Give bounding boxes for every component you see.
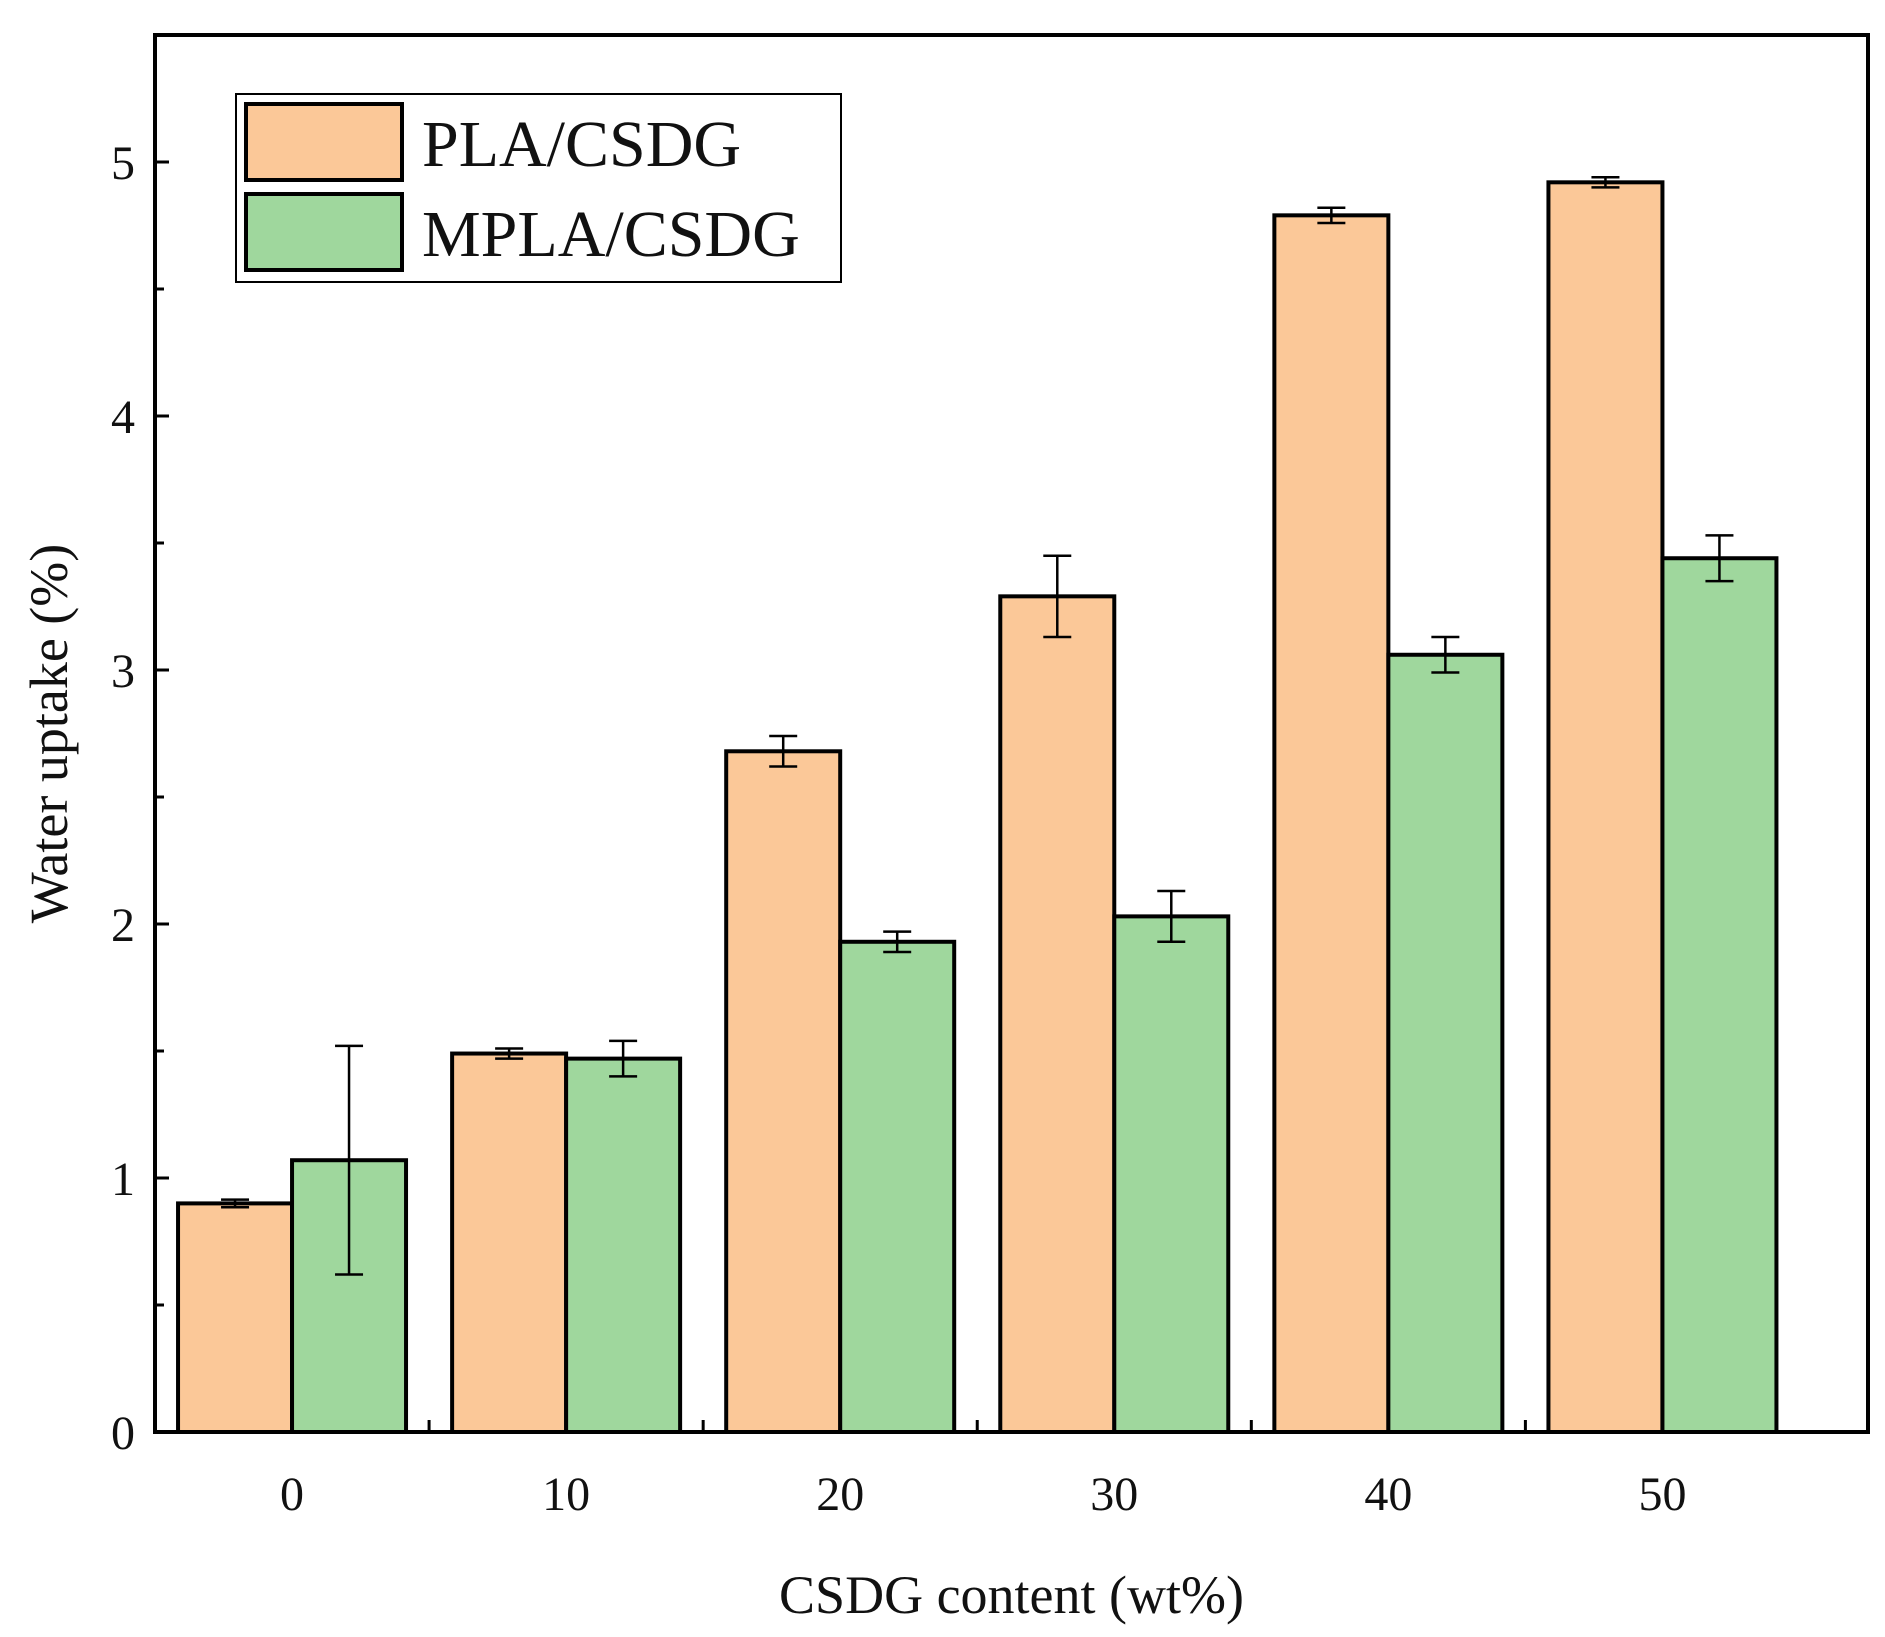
bar-pla-10 bbox=[450, 1051, 569, 1435]
y-tick-label: 4 bbox=[111, 391, 135, 444]
plot-frame bbox=[153, 33, 1870, 1434]
x-tick-label: 30 bbox=[1090, 1468, 1138, 1521]
bar-mpla-20 bbox=[838, 939, 957, 1435]
x-axis-title: CSDG content (wt%) bbox=[779, 1565, 1244, 1625]
legend-label-mpla: MPLA/CSDG bbox=[422, 198, 800, 271]
bar-pla-20 bbox=[724, 749, 843, 1434]
error-bar-pla-50 bbox=[1591, 175, 1620, 189]
x-tick-label: 0 bbox=[280, 1468, 304, 1521]
x-tick-label: 50 bbox=[1638, 1468, 1686, 1521]
error-bar-mpla-30 bbox=[1157, 889, 1186, 944]
y-tick-label: 3 bbox=[111, 645, 135, 698]
error-bar-mpla-40 bbox=[1431, 635, 1460, 674]
bar-pla-0 bbox=[176, 1201, 295, 1435]
bar-mpla-30 bbox=[1112, 914, 1231, 1434]
error-bar-pla-40 bbox=[1317, 206, 1346, 225]
error-bar-mpla-10 bbox=[609, 1039, 638, 1078]
bars-layer bbox=[176, 180, 1779, 1435]
error-bars-layer bbox=[221, 175, 1734, 1276]
legend-swatch-mpla bbox=[244, 192, 404, 272]
legend-label-pla: PLA/CSDG bbox=[422, 108, 741, 181]
bar-pla-40 bbox=[1272, 213, 1391, 1435]
y-axis-title: Water uptake (%) bbox=[19, 544, 79, 923]
y-tick-label: 1 bbox=[111, 1153, 135, 1206]
bar-pla-30 bbox=[998, 594, 1117, 1434]
error-bar-pla-0 bbox=[221, 1198, 250, 1209]
x-tick-label: 10 bbox=[542, 1468, 590, 1521]
y-tick-label: 5 bbox=[111, 137, 135, 190]
error-bar-pla-20 bbox=[769, 734, 798, 768]
x-tick-label: 20 bbox=[816, 1468, 864, 1521]
bar-mpla-40 bbox=[1386, 652, 1505, 1434]
error-bar-mpla-0 bbox=[335, 1044, 364, 1276]
bar-mpla-10 bbox=[564, 1056, 683, 1434]
error-bar-mpla-20 bbox=[883, 930, 912, 954]
bar-mpla-50 bbox=[1660, 556, 1779, 1434]
y-tick-label: 0 bbox=[111, 1407, 135, 1460]
y-tick-label: 2 bbox=[111, 899, 135, 952]
x-tick-label: 40 bbox=[1364, 1468, 1412, 1521]
error-bar-pla-30 bbox=[1043, 554, 1072, 639]
legend-swatch-pla bbox=[244, 102, 404, 182]
error-bar-mpla-50 bbox=[1705, 534, 1734, 583]
bar-pla-50 bbox=[1546, 180, 1665, 1435]
error-bar-pla-10 bbox=[495, 1047, 524, 1060]
legend: PLA/CSDG MPLA/CSDG bbox=[235, 93, 842, 283]
